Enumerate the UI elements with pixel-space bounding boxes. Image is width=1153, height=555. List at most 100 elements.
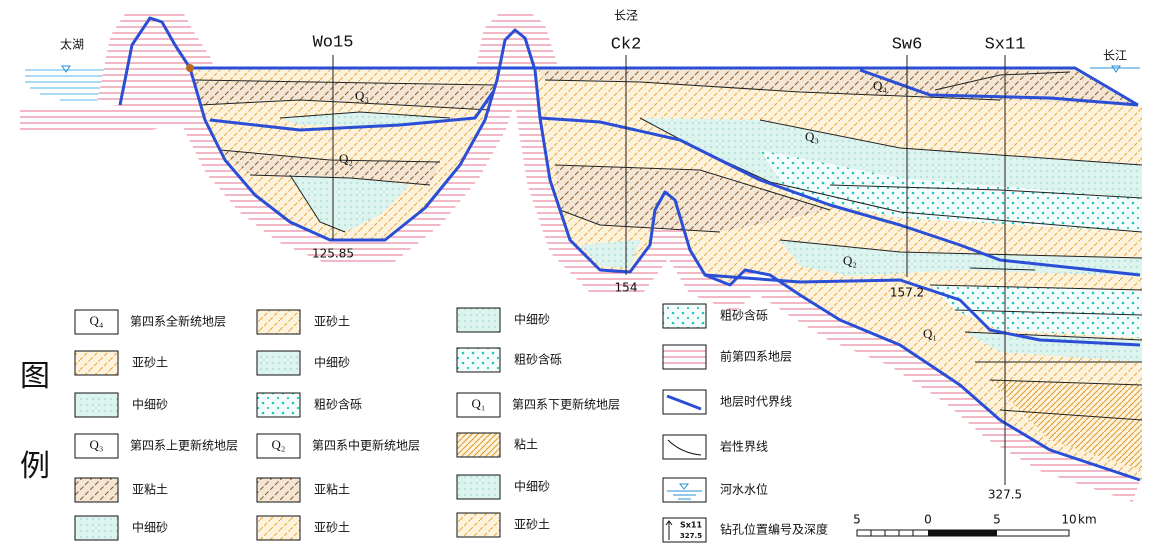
- legend-item: 中细砂: [457, 308, 550, 332]
- legend-item: 亚砂土: [257, 516, 350, 540]
- legend-item: 亚砂土: [257, 310, 350, 334]
- legend-symbol: 327.5: [680, 532, 702, 540]
- legend-label: 粘土: [514, 437, 538, 452]
- legend-item: 河水水位: [663, 478, 768, 502]
- scale-unit: km: [1078, 513, 1097, 527]
- legend-swatch: [75, 351, 118, 375]
- place-label: 长泾: [614, 9, 638, 23]
- scale-bar: 5 0 5 10 km: [853, 513, 1096, 537]
- legend-swatch: [257, 516, 300, 540]
- legend-label: 中细砂: [514, 312, 550, 327]
- legend-swatch: [75, 516, 118, 540]
- borehole-depth: 157.2: [890, 286, 924, 300]
- borehole-name: Ck2: [611, 35, 642, 54]
- legend-label: 粗砂含砾: [314, 397, 362, 412]
- legend-title: 图: [20, 359, 50, 394]
- legend-swatch: [457, 475, 500, 499]
- legend-swatch: [457, 308, 500, 332]
- legend-item: 粗砂含砾: [457, 348, 562, 372]
- legend-item: 粗砂含砾: [663, 304, 768, 328]
- legend-item: 前第四系地层: [663, 345, 792, 369]
- borehole-name: Sx11: [985, 35, 1026, 54]
- legend-item: Q₂ 第四系中更新统地层: [257, 434, 420, 458]
- legend-label: 中细砂: [514, 479, 550, 494]
- legend-label: 粗砂含砾: [514, 352, 562, 367]
- scale-label: 5: [853, 513, 861, 527]
- borehole-depth: 154: [615, 281, 638, 295]
- borehole-name: Sw6: [892, 35, 923, 54]
- legend-item: 亚砂土: [75, 351, 168, 375]
- legend-item: Q₁ 第四系下更新统地层: [457, 393, 620, 417]
- legend-swatch: [257, 478, 300, 502]
- legend-label: 前第四系地层: [720, 349, 792, 364]
- legend-item: Sx11 327.5 钻孔位置编号及深度: [663, 518, 828, 542]
- legend-symbol: Q₃: [90, 437, 104, 452]
- legend-item: 粘土: [457, 433, 538, 457]
- stratum-label: Q₁: [923, 326, 937, 341]
- legend-symbol: Q₁: [472, 396, 486, 411]
- cross-section: 太湖 长泾 长江 Wo15 125.85 Ck2 154 Sw6 157.2 S…: [0, 0, 1153, 502]
- legend-swatch: [75, 393, 118, 417]
- legend-swatch: [457, 513, 500, 537]
- legend-label: 亚砂土: [314, 315, 350, 329]
- legend-label: 第四系全新统地层: [130, 314, 226, 329]
- borehole-depth: 327.5: [988, 488, 1022, 502]
- place-label: 长江: [1103, 49, 1127, 63]
- legend-label: 粗砂含砾: [720, 308, 768, 323]
- legend-item: 中细砂: [75, 393, 168, 417]
- legend-label: 亚粘土: [132, 482, 168, 497]
- stratum-label: Q₂: [339, 151, 353, 166]
- legend-label: 中细砂: [314, 355, 350, 370]
- legend-label: 钻孔位置编号及深度: [720, 522, 828, 537]
- legend-label: 亚砂土: [314, 521, 350, 535]
- stratum-label: Q₃: [355, 88, 369, 103]
- legend-item: 亚粘土: [75, 478, 168, 502]
- legend-item: 地层时代界线: [663, 390, 792, 414]
- borehole-name: Wo15: [313, 33, 354, 52]
- legend-label: 中细砂: [132, 520, 168, 535]
- legend-item: Q₄ 第四系全新统地层: [75, 310, 226, 334]
- scale-label: 5: [993, 513, 1001, 527]
- legend-swatch: [663, 304, 706, 328]
- legend-symbol: Q₄: [90, 313, 104, 328]
- legend-item: 岩性界线: [663, 435, 768, 459]
- legend-label: 亚粘土: [314, 482, 350, 497]
- scale-segment: [928, 530, 997, 536]
- legend-item: 粗砂含砾: [257, 393, 362, 417]
- stratum-label: Q₃: [805, 129, 819, 144]
- borehole-depth: 125.85: [312, 247, 354, 261]
- legend-item: 亚砂土: [457, 513, 550, 537]
- legend-label: 亚砂土: [132, 356, 168, 370]
- legend-swatch: [257, 393, 300, 417]
- legend-label: 亚砂土: [514, 518, 550, 532]
- legend-symbol: Q₂: [272, 437, 286, 452]
- legend-swatch: [457, 348, 500, 372]
- legend-label: 地层时代界线: [720, 395, 792, 409]
- legend-label: 岩性界线: [720, 439, 768, 454]
- stratum-label: Q₄: [873, 78, 887, 93]
- scale-label: 10: [1061, 513, 1076, 527]
- geologic-section-page: 太湖 长泾 长江 Wo15 125.85 Ck2 154 Sw6 157.2 S…: [0, 0, 1153, 555]
- legend-swatch: [457, 433, 500, 457]
- place-label: 太湖: [60, 37, 84, 52]
- scale-label: 0: [924, 513, 932, 527]
- legend-swatch: [257, 310, 300, 334]
- legend-swatch: [257, 351, 300, 375]
- legend-item: 中细砂: [75, 516, 168, 540]
- junction-point: [186, 64, 194, 72]
- legend-title: 例: [20, 449, 50, 484]
- legend-symbol: Sx11: [680, 521, 702, 530]
- legend-label: 第四系上更新统地层: [130, 438, 238, 453]
- stratum-label: Q₂: [843, 253, 857, 268]
- legend-label: 第四系中更新统地层: [312, 438, 420, 453]
- legend-swatch: [663, 478, 706, 502]
- legend-label: 第四系下更新统地层: [512, 397, 620, 412]
- legend-label: 河水水位: [720, 482, 768, 497]
- legend-swatch: [663, 345, 706, 369]
- legend-item: 中细砂: [457, 475, 550, 499]
- legend-label: 中细砂: [132, 397, 168, 412]
- legend-item: 亚粘土: [257, 478, 350, 502]
- legend-item: 中细砂: [257, 351, 350, 375]
- legend-item: Q₃ 第四系上更新统地层: [75, 434, 238, 458]
